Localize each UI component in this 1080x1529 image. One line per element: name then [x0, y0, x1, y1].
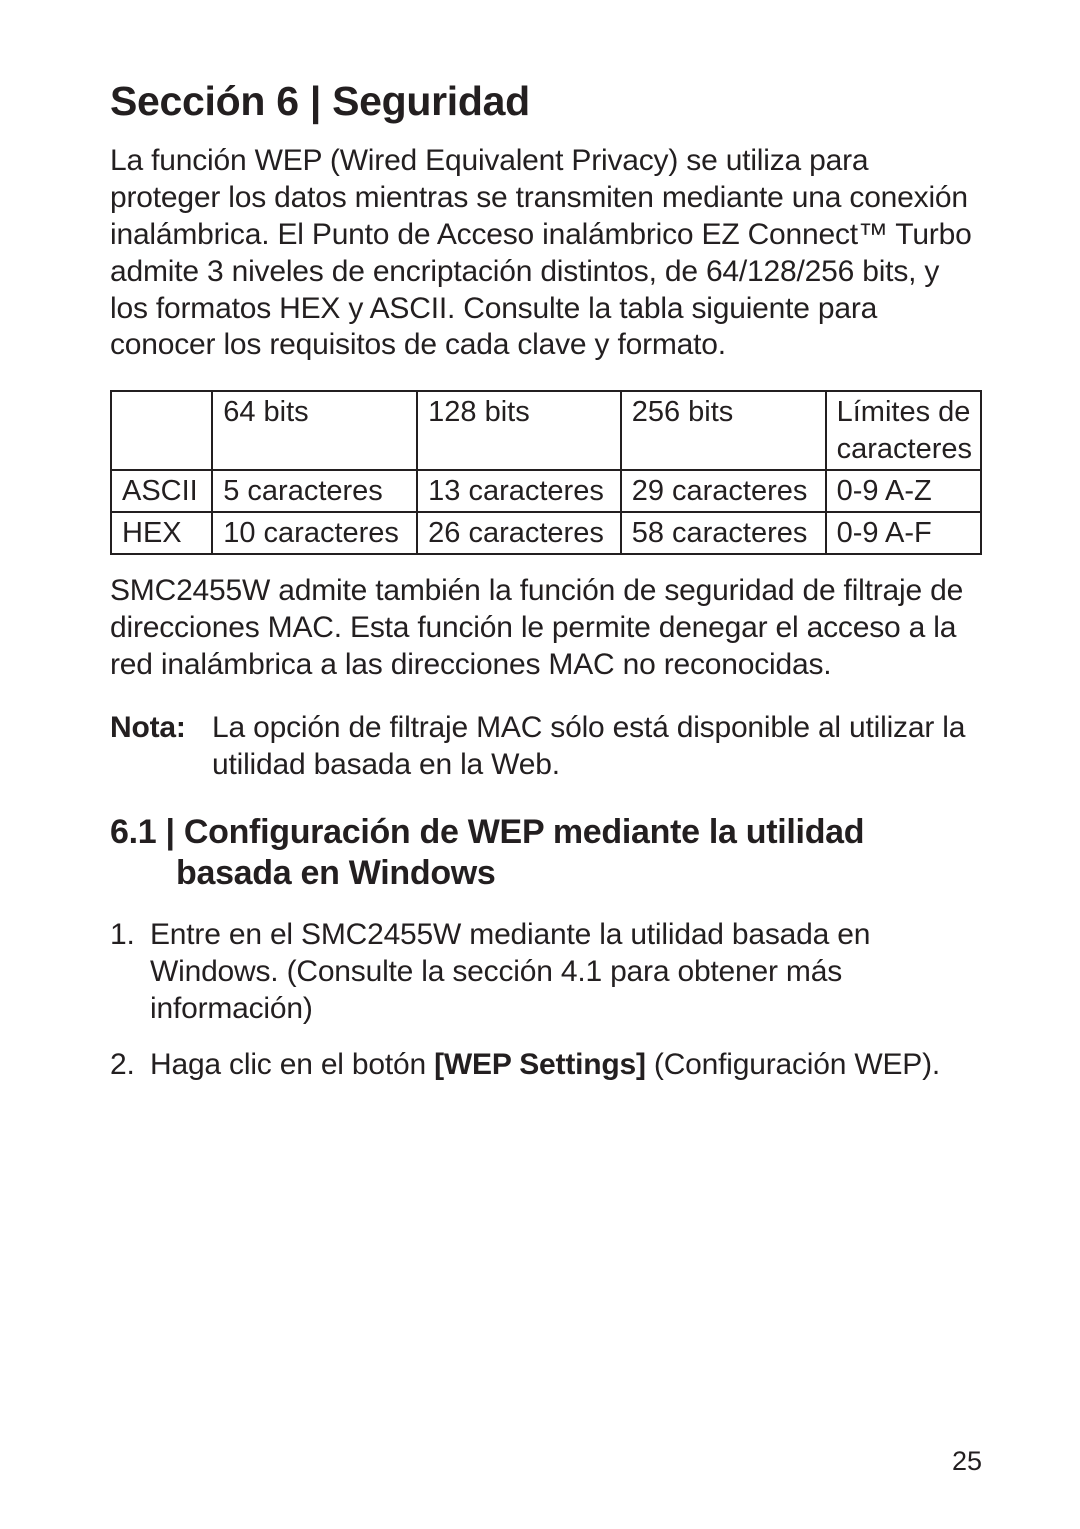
- page: Sección 6 | Seguridad La función WEP (Wi…: [0, 0, 1080, 1529]
- note-label: Nota:: [110, 710, 206, 784]
- table-row: HEX 10 caracteres 26 caracteres 58 carac…: [111, 512, 981, 554]
- step-text: Entre en el SMC2455W mediante la utilida…: [150, 918, 870, 1025]
- after-table-paragraph: SMC2455W admite también la función de se…: [110, 573, 982, 684]
- step-text-bold: [WEP Settings]: [434, 1048, 646, 1081]
- list-item: 2. Haga clic en el botón [WEP Settings] …: [110, 1047, 982, 1084]
- table-cell: 13 caracteres: [417, 470, 621, 512]
- subsection-line2: basada en Windows: [110, 853, 982, 894]
- note-text: La opción de filtraje MAC sólo está disp…: [206, 710, 982, 784]
- table-cell: 58 caracteres: [621, 512, 826, 554]
- table-cell: 0-9 A-Z: [826, 470, 981, 512]
- step-text-post: (Configuración WEP).: [646, 1048, 940, 1081]
- table-row: ASCII 5 caracteres 13 caracteres 29 cara…: [111, 470, 981, 512]
- table-row: 64 bits 128 bits 256 bits Límites de car…: [111, 391, 981, 470]
- table-header-256: 256 bits: [621, 391, 826, 470]
- step-number: 1.: [110, 917, 135, 954]
- subsection-line1: 6.1 | Configuración de WEP mediante la u…: [110, 813, 864, 851]
- steps-list: 1. Entre en el SMC2455W mediante la util…: [110, 917, 982, 1085]
- section-title: Sección 6 | Seguridad: [110, 78, 982, 125]
- table-cell: HEX: [111, 512, 212, 554]
- note: Nota: La opción de filtraje MAC sólo est…: [110, 710, 982, 784]
- table-header-type: [111, 391, 212, 470]
- subsection-title: 6.1 | Configuración de WEP mediante la u…: [110, 812, 982, 895]
- table-cell: 26 caracteres: [417, 512, 621, 554]
- table-header-limits: Límites de caracteres: [826, 391, 981, 470]
- table-cell: 10 caracteres: [212, 512, 417, 554]
- page-number: 25: [952, 1446, 982, 1477]
- intro-paragraph: La función WEP (Wired Equivalent Privacy…: [110, 143, 982, 364]
- table-cell: 29 caracteres: [621, 470, 826, 512]
- table-header-128: 128 bits: [417, 391, 621, 470]
- table-cell: 5 caracteres: [212, 470, 417, 512]
- wep-requirements-table: 64 bits 128 bits 256 bits Límites de car…: [110, 390, 982, 555]
- table-cell: ASCII: [111, 470, 212, 512]
- table-cell: 0-9 A-F: [826, 512, 981, 554]
- step-text-pre: Haga clic en el botón: [150, 1048, 434, 1081]
- list-item: 1. Entre en el SMC2455W mediante la util…: [110, 917, 982, 1028]
- table-header-64: 64 bits: [212, 391, 417, 470]
- step-number: 2.: [110, 1047, 135, 1084]
